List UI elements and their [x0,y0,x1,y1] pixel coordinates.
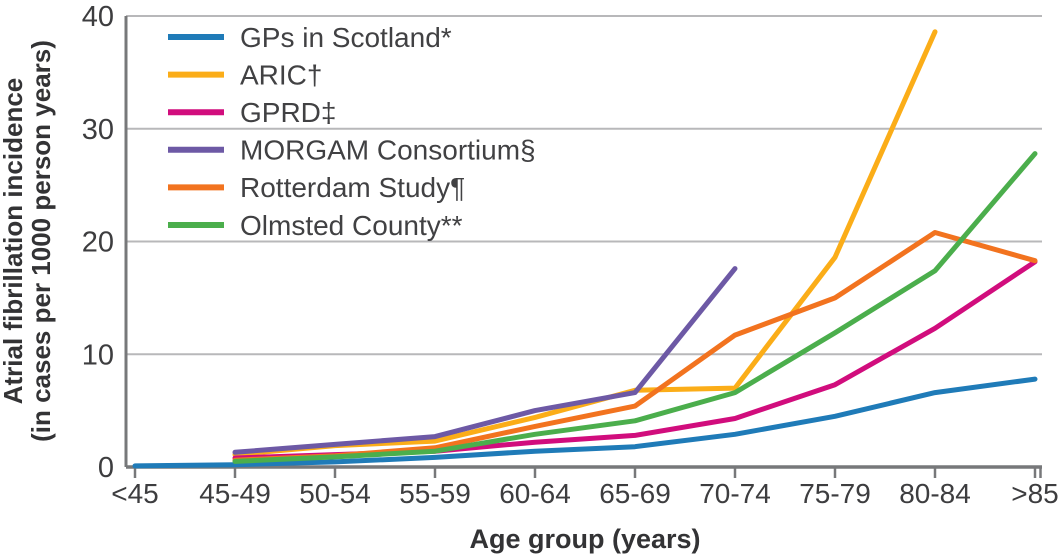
legend-item-rotterdam-study: Rotterdam Study¶ [168,172,465,203]
x-tick-label-80-84: 80-84 [899,478,971,509]
x-tick-label-60-64: 60-64 [499,478,571,509]
y-axis-title-line2: (in cases per 1000 person years) [26,40,56,442]
series-line-olmsted-county [232,151,1038,464]
legend-label-rotterdam-study: Rotterdam Study¶ [240,172,465,203]
legend-item-gps-in-scotland: GPs in Scotland* [168,22,452,53]
legend-item-gprd: GPRD‡ [168,97,336,128]
series-line-morgam-consortium [232,266,738,455]
x-tick-label-65-69: 65-69 [599,478,671,509]
x-tick-label-70-74: 70-74 [699,478,771,509]
legend-label-gps-in-scotland: GPs in Scotland* [240,22,452,53]
legend-label-gprd: GPRD‡ [240,97,336,128]
series-line-gprd [232,259,1038,461]
x-tick-label-75-79: 75-79 [799,478,871,509]
y-tick-label-30: 30 [82,114,114,146]
legend-item-aric: ARIC† [168,59,322,90]
y-tick-label-20: 20 [82,227,114,259]
y-tick-label-10: 10 [82,339,114,371]
x-tick-label-45: <45 [111,478,159,509]
legend-label-aric: ARIC† [240,59,322,90]
legend-label-morgam-consortium: MORGAM Consortium§ [240,135,536,166]
legend-item-morgam-consortium: MORGAM Consortium§ [168,135,536,166]
x-tick-label-50-54: 50-54 [299,478,371,509]
legend-label-olmsted-county: Olmsted County** [240,210,463,241]
y-axis-title-line1: Atrial fibrillation incidence [0,78,28,405]
x-tick-label-45-49: 45-49 [199,478,271,509]
legend-item-olmsted-county: Olmsted County** [168,210,463,241]
x-tick-label-55-59: 55-59 [399,478,471,509]
x-tick-label-85: >85 [1011,478,1059,509]
y-tick-label-40: 40 [82,1,114,33]
x-axis-title: Age group (years) [469,524,700,554]
series-line-aric [232,29,938,458]
series-line-rotterdam-study [232,230,1038,463]
series-line-gps-in-scotland [132,376,1038,469]
y-tick-label-0: 0 [98,452,114,484]
